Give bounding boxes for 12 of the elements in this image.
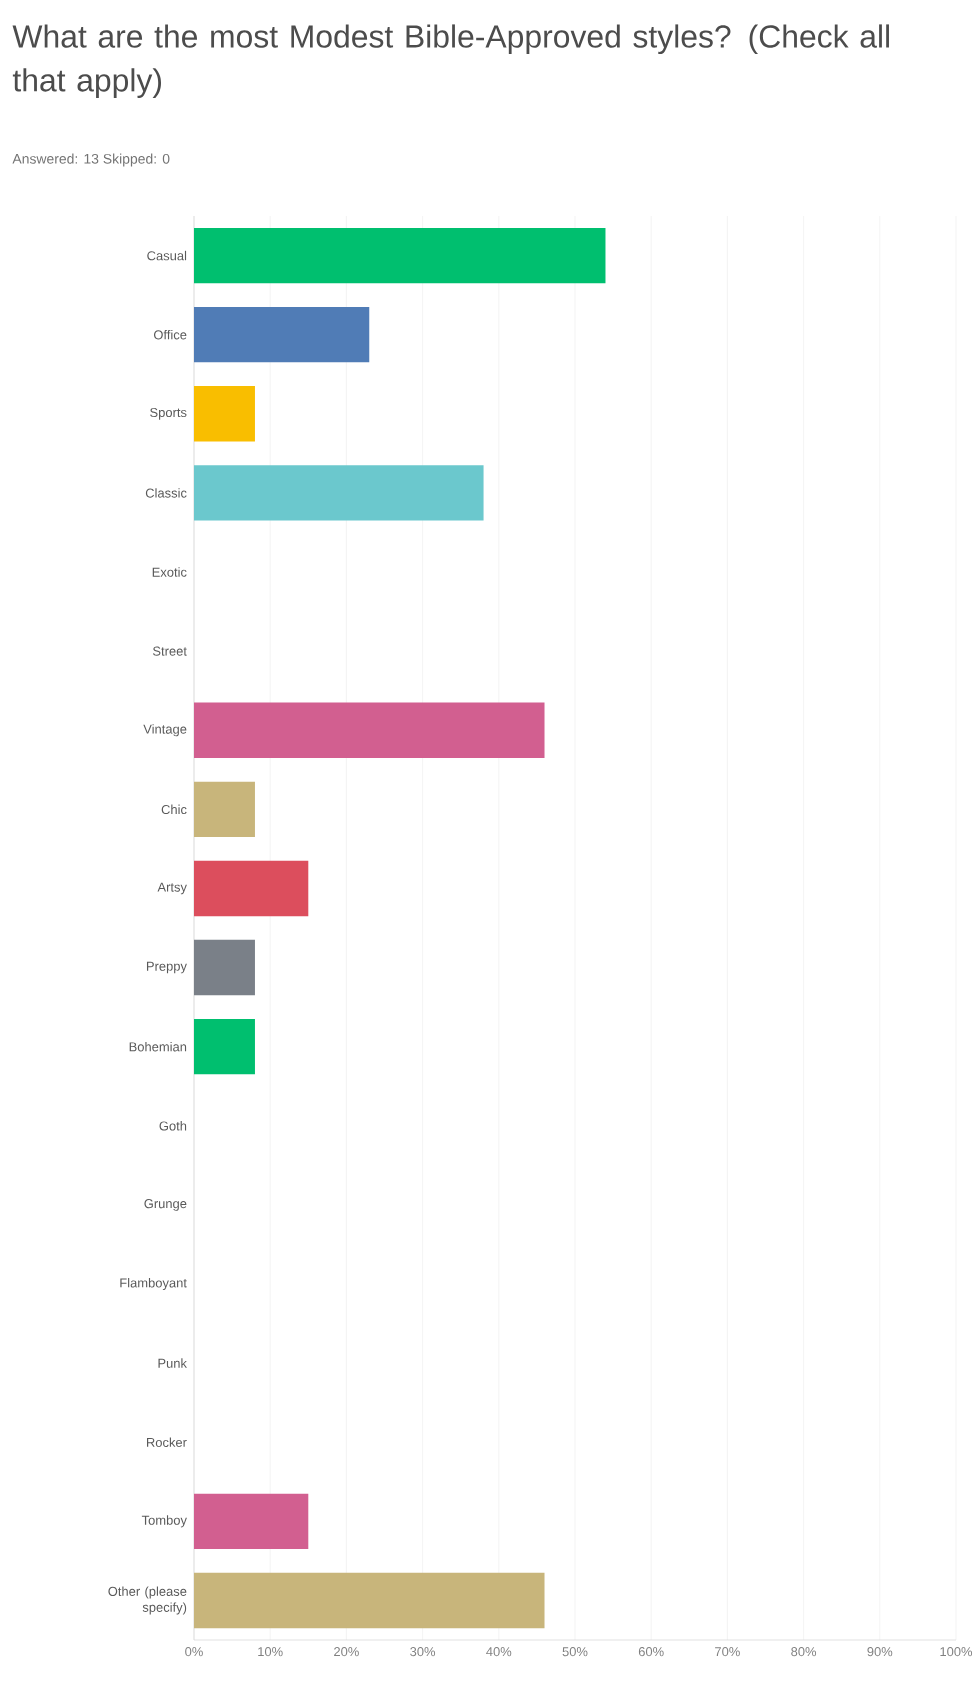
bar (194, 227, 606, 284)
bar (194, 1572, 545, 1629)
bar (194, 1493, 309, 1550)
bar (194, 939, 256, 996)
bar (194, 781, 256, 838)
bar (194, 306, 370, 363)
bar (194, 860, 309, 917)
bar (194, 465, 484, 521)
bar (194, 1018, 256, 1075)
chart-title: What are the most Modest Bible-Approved styles? (Check all that apply) (12, 24, 890, 98)
bar (194, 702, 545, 758)
bar (194, 386, 256, 442)
